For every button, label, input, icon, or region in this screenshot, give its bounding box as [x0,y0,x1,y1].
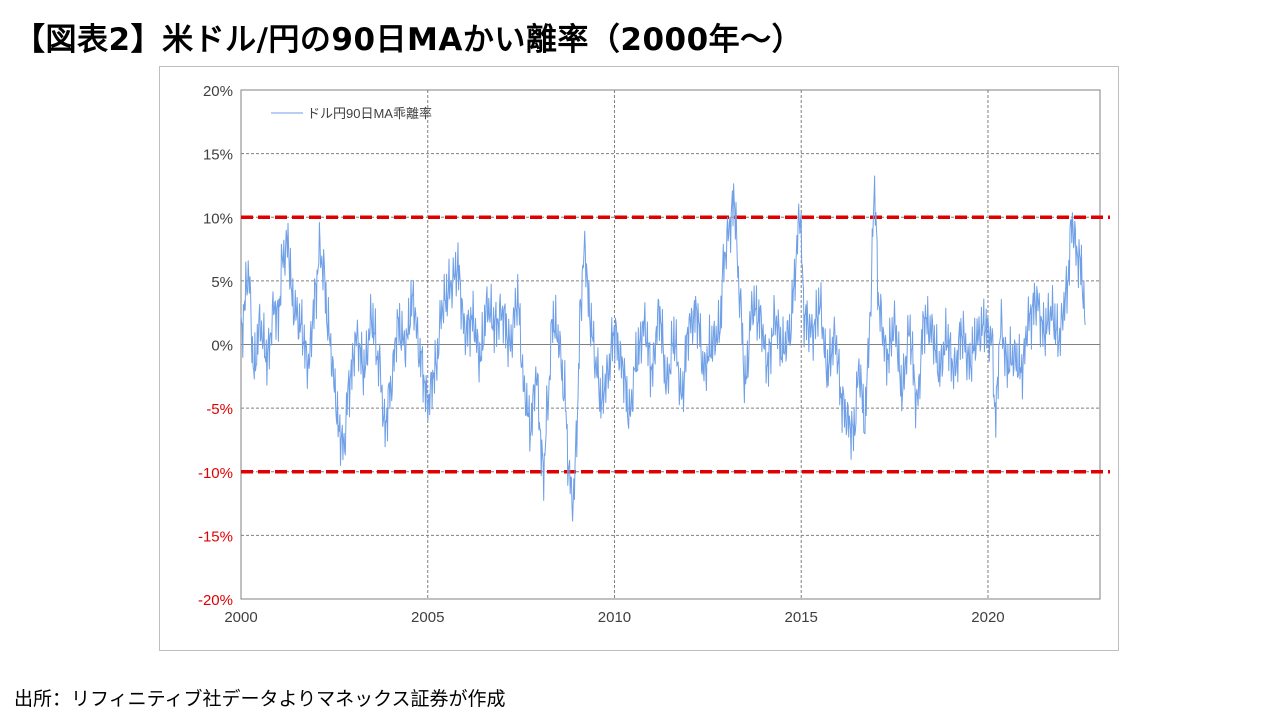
page-title: 【図表2】米ドル/円の90日MAかい離率（2000年～） [14,22,804,58]
legend: ドル円90日MA乖離率 [271,106,432,121]
y-tick-label: -5% [206,401,233,418]
y-tick-label: 0% [211,338,233,355]
series-line [240,175,1086,522]
source-note: 出所：リフィニティブ社データよりマネックス証券が作成 [14,688,506,710]
x-tick-label: 2000 [224,609,257,626]
y-tick-label: 20% [203,83,233,100]
y-tick-label: -15% [198,528,233,545]
x-tick-label: 2010 [598,609,631,626]
axis-layer: 20% 15% 10% 5% 0% -5% -10% -15% -20%2000 2005 2010… [198,83,1005,626]
grid-layer [240,89,1101,600]
chart-frame: 20% 15% 10% 5% 0% -5% -10% -15% -20% 2000 2005 2010… [159,66,1119,651]
y-tick-label: -10% [198,465,233,482]
y-tick-label: 5% [211,274,233,291]
x-tick-label: 2005 [411,609,444,626]
y-tick-label: -20% [198,592,233,609]
y-tick-label: 15% [203,147,233,164]
series-layer [240,175,1086,522]
line-chart: 20% 15% 10% 5% 0% -5% -10% -15% -20%2000 2005 2010… [198,83,1110,626]
y-tick-label: 10% [203,210,233,227]
x-tick-label: 2015 [785,609,818,626]
legend-label: ドル円90日MA乖離率 [307,106,432,121]
x-tick-label: 2020 [971,609,1004,626]
reference-lines [241,215,1110,474]
